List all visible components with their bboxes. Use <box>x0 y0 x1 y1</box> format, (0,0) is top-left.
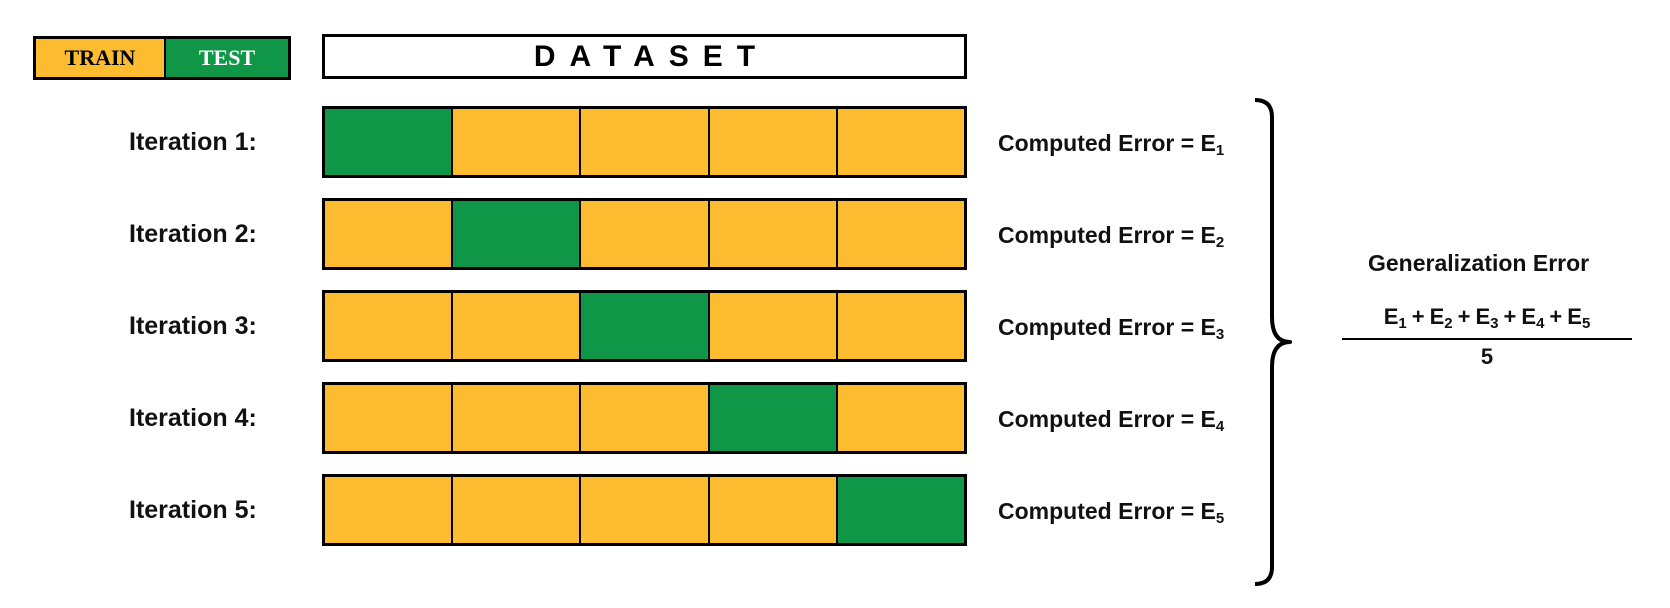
train-fold <box>709 293 838 359</box>
plus-operator: + <box>1457 304 1471 329</box>
plus-operator: + <box>1411 304 1425 329</box>
plus-operator: + <box>1503 304 1517 329</box>
iteration-label: Iteration 5: <box>129 496 257 524</box>
computed-error-label: Computed Error = E1 <box>998 128 1224 166</box>
train-fold <box>837 293 965 359</box>
fold-bar <box>322 106 967 178</box>
formula-term: E <box>1429 304 1445 329</box>
train-fold <box>325 201 454 267</box>
fraction-bar <box>1342 338 1632 340</box>
formula-numerator: E1 + E2 + E3 + E4 + E5 <box>1342 304 1632 338</box>
computed-error-label: Computed Error = E5 <box>998 496 1224 534</box>
legend-test: TEST <box>166 39 288 77</box>
train-fold <box>709 109 838 175</box>
generalization-error-title: Generalization Error <box>1368 250 1590 276</box>
train-fold <box>581 477 710 543</box>
formula-term-subscript: 1 <box>1398 315 1407 332</box>
train-fold <box>709 201 838 267</box>
computed-error-label: Computed Error = E2 <box>998 220 1224 258</box>
iteration-label: Iteration 4: <box>129 404 257 432</box>
computed-error-subscript: 2 <box>1215 234 1225 251</box>
formula-term-subscript: 2 <box>1444 315 1453 332</box>
test-fold <box>325 109 454 175</box>
computed-error-text: Computed Error = E <box>998 130 1216 156</box>
formula-term: E <box>1567 304 1582 329</box>
train-fold <box>837 109 965 175</box>
formula-term: E <box>1521 304 1537 329</box>
train-fold <box>581 385 710 451</box>
legend: TRAIN TEST <box>33 36 291 80</box>
computed-error-label: Computed Error = E4 <box>998 404 1224 442</box>
computed-error-text: Computed Error = E <box>998 406 1216 432</box>
computed-error-subscript: 3 <box>1215 326 1225 343</box>
computed-error-text: Computed Error = E <box>998 222 1216 248</box>
test-fold <box>581 293 710 359</box>
train-fold <box>325 293 454 359</box>
train-fold <box>453 385 582 451</box>
iteration-label: Iteration 3: <box>129 312 257 340</box>
generalization-formula: E1 + E2 + E3 + E4 + E5 5 <box>1342 304 1632 370</box>
formula-term: E <box>1383 304 1399 329</box>
computed-error-subscript: 1 <box>1215 142 1225 159</box>
iteration-label: Iteration 1: <box>129 128 257 156</box>
formula-denominator: 5 <box>1480 344 1494 369</box>
computed-error-text: Computed Error = E <box>998 498 1216 524</box>
fold-bar <box>322 382 967 454</box>
computed-error-text: Computed Error = E <box>998 314 1216 340</box>
fold-bar <box>322 474 967 546</box>
plus-operator: + <box>1549 304 1563 329</box>
formula-term: E <box>1475 304 1491 329</box>
test-fold <box>709 385 838 451</box>
computed-error-subscript: 5 <box>1215 510 1225 527</box>
train-fold <box>837 201 965 267</box>
train-fold <box>325 385 454 451</box>
fold-bar <box>322 290 967 362</box>
train-fold <box>453 109 582 175</box>
test-fold <box>837 477 965 543</box>
formula-term-subscript: 5 <box>1581 315 1591 332</box>
train-fold <box>837 385 965 451</box>
formula-term-subscript: 4 <box>1536 315 1545 332</box>
formula-term-subscript: 3 <box>1490 315 1499 332</box>
train-fold <box>453 477 582 543</box>
train-fold <box>325 477 454 543</box>
curly-brace-icon <box>1254 98 1292 586</box>
train-fold <box>709 477 838 543</box>
computed-error-subscript: 4 <box>1215 418 1225 435</box>
legend-train: TRAIN <box>36 39 166 77</box>
dataset-header: DATASET <box>322 34 967 79</box>
train-fold <box>581 201 710 267</box>
train-fold <box>581 109 710 175</box>
iteration-label: Iteration 2: <box>129 220 257 248</box>
train-fold <box>453 293 582 359</box>
computed-error-label: Computed Error = E3 <box>998 312 1224 350</box>
test-fold <box>453 201 582 267</box>
fold-bar <box>322 198 967 270</box>
